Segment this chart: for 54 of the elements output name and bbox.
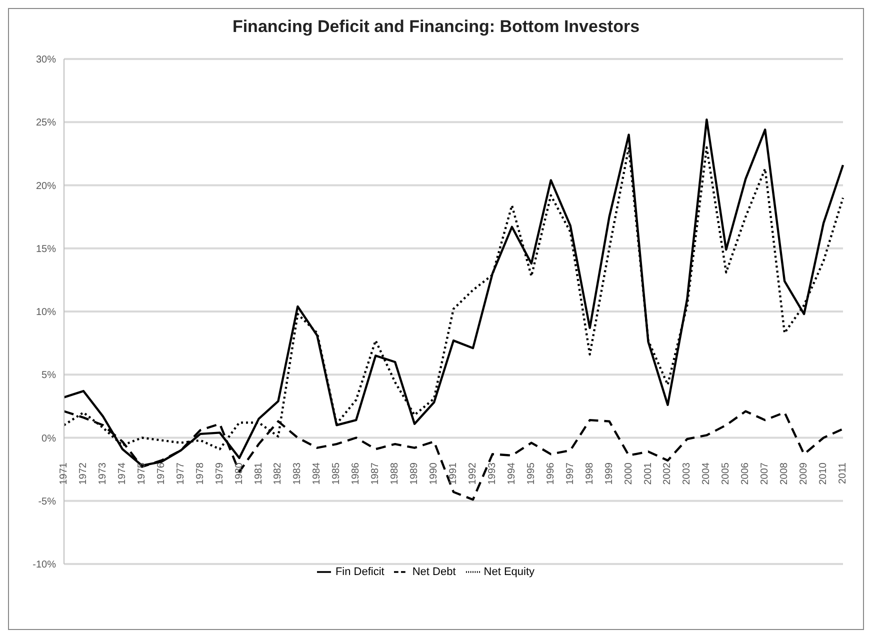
x-tick-label: 2010 (818, 462, 830, 485)
x-tick-label: 1981 (253, 462, 264, 485)
x-tick-label: 1994 (506, 462, 518, 485)
x-tick-label: 2004 (701, 462, 712, 485)
x-tick-label: 1976 (156, 462, 167, 485)
x-tick-label: 1984 (312, 462, 323, 485)
y-tick-label: -5% (38, 496, 56, 508)
y-tick-label: 20% (36, 180, 56, 192)
x-tick-label: 1992 (467, 462, 478, 485)
legend-label: Net Debt (412, 566, 456, 578)
x-tick-label: 1980 (234, 462, 245, 485)
x-tick-label: 1974 (116, 462, 128, 485)
y-tick-label: -10% (32, 560, 56, 571)
x-tick-label: 2002 (662, 462, 674, 485)
x-tick-label: 2006 (740, 462, 752, 485)
y-tick-label: 30% (36, 54, 56, 66)
legend-label: Fin Deficit (335, 566, 384, 578)
x-tick-label: 1986 (350, 462, 362, 485)
legend-label: Net Equity (484, 566, 535, 578)
x-tick-label: 1975 (136, 462, 148, 485)
x-tick-label: 2008 (779, 462, 790, 485)
x-tick-label: 1990 (428, 462, 440, 485)
x-tick-label: 1978 (194, 462, 206, 485)
x-tick-label: 1996 (545, 462, 556, 485)
x-tick-label: 2009 (798, 462, 810, 485)
x-tick-label: 1991 (448, 462, 459, 485)
x-tick-label: 1998 (584, 462, 596, 485)
x-tick-label: 1995 (526, 462, 537, 485)
y-tick-label: 25% (36, 118, 56, 129)
x-tick-label: 1987 (370, 462, 382, 485)
x-tick-label: 1982 (272, 462, 284, 485)
x-tick-label: 1985 (331, 462, 342, 485)
x-tick-label: 2000 (623, 462, 634, 485)
x-tick-label: 1977 (175, 462, 186, 485)
x-tick-label: 2001 (642, 462, 654, 485)
y-tick-label: 15% (36, 244, 56, 255)
x-tick-label: 1999 (604, 462, 615, 485)
x-tick-label: 1973 (97, 462, 108, 485)
x-tick-label: 1983 (292, 462, 304, 485)
x-tick-label: 2011 (838, 462, 848, 484)
x-tick-label: 1971 (58, 462, 70, 485)
x-tick-label: 1979 (214, 462, 226, 485)
x-tick-label: 1997 (564, 462, 576, 485)
x-tick-label: 1989 (409, 462, 420, 485)
x-tick-label: 1972 (78, 462, 89, 485)
x-tick-label: 2003 (682, 462, 693, 485)
x-tick-label: 1993 (486, 462, 498, 485)
x-tick-label: 2007 (760, 462, 771, 485)
x-tick-label: 1988 (390, 462, 401, 485)
x-tick-label: 2005 (720, 462, 732, 485)
chart-title: Financing Deficit and Financing: Bottom Investors (231, 17, 641, 37)
y-tick-label: 5% (42, 370, 56, 382)
y-tick-label: 0% (42, 433, 56, 444)
y-tick-label: 10% (36, 307, 56, 318)
